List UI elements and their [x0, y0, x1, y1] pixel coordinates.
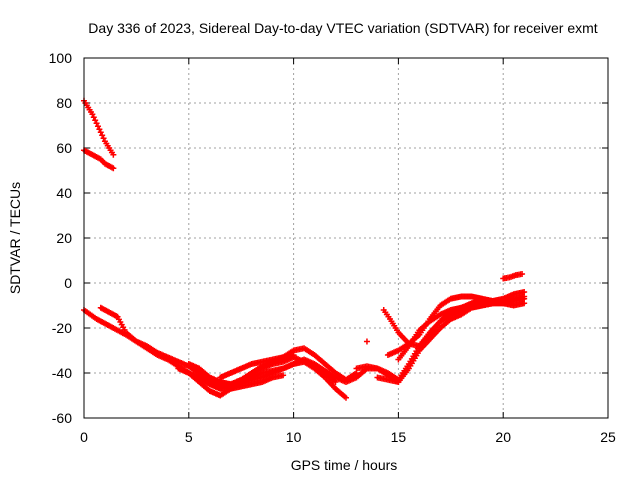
data-point: [280, 372, 287, 379]
data-point: [110, 151, 117, 158]
x-tick-label: 10: [286, 429, 302, 445]
chart-title: Day 336 of 2023, Sidereal Day-to-day VTE…: [88, 20, 597, 36]
data-point: [363, 338, 370, 345]
x-tick-label: 0: [80, 429, 88, 445]
y-tick-label: -40: [52, 365, 72, 381]
data-point: [519, 271, 526, 277]
x-tick-label: 25: [600, 429, 616, 445]
y-tick-label: -20: [52, 320, 72, 336]
x-tick-label: 20: [495, 429, 511, 445]
y-tick-label: 40: [56, 185, 72, 201]
x-axis-label: GPS time / hours: [291, 457, 398, 473]
data-point: [343, 394, 349, 401]
data-point: [332, 379, 339, 385]
x-tick-label: 5: [185, 429, 193, 445]
data-point: [521, 289, 528, 295]
data-point: [521, 300, 528, 307]
data-point: [290, 352, 297, 358]
y-tick-label: -60: [52, 410, 72, 426]
series-tail-upper: [500, 271, 526, 282]
ticks: 0 5 10 15 20 25 -60 -40 -20 0 20 40 60 80 100: [49, 50, 616, 445]
series-arc-b-upper: [81, 147, 117, 172]
series-main-5: [217, 352, 297, 381]
y-tick-label: 60: [56, 140, 72, 156]
data-point: [500, 300, 507, 307]
y-tick-label: 20: [56, 230, 72, 246]
series-outlier: [363, 338, 370, 345]
y-tick-label: 80: [56, 95, 72, 111]
series-main-6: [227, 372, 287, 392]
plot-frame: [83, 57, 609, 419]
y-tick-label: 0: [64, 275, 72, 291]
y-tick-label: 100: [49, 50, 73, 66]
y-axis-label: SDTVAR / TECUs: [7, 182, 23, 294]
data-point: [110, 165, 117, 172]
data-points: [81, 97, 528, 401]
series-rise-5: [395, 300, 507, 363]
x-tick-label: 15: [391, 429, 407, 445]
grid: [84, 58, 608, 418]
